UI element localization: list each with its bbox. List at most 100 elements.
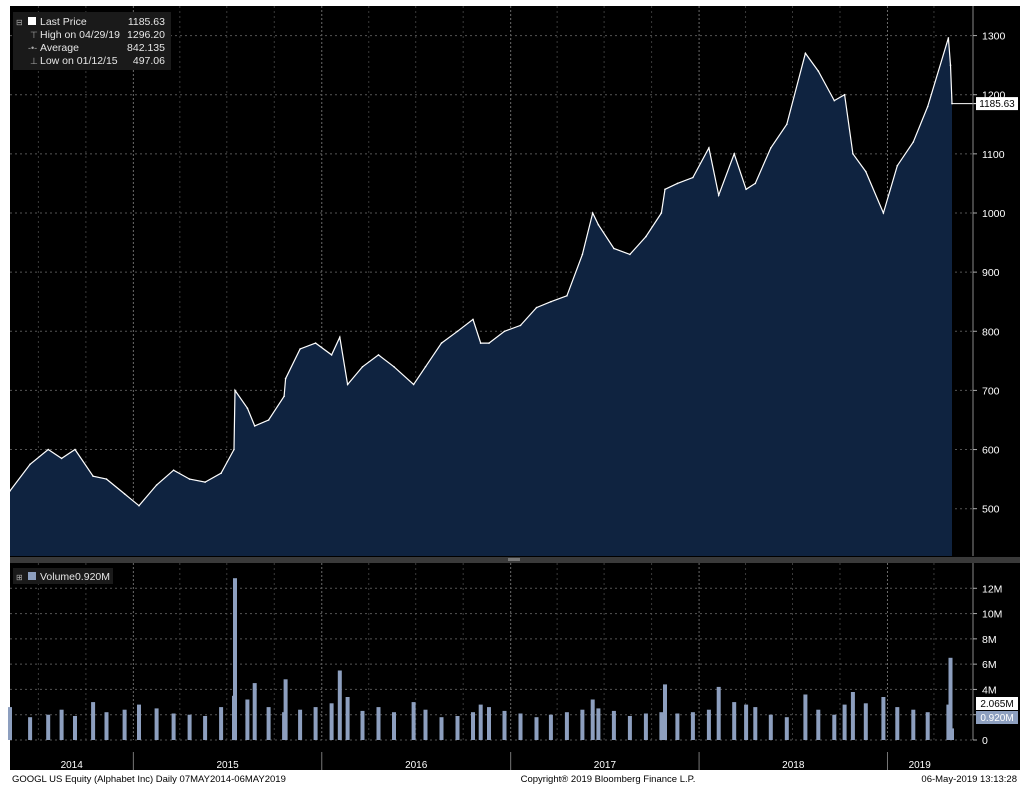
price-point [377, 354, 380, 356]
price-point [645, 235, 647, 238]
legend-average-value: 842.135 [127, 42, 165, 54]
price-point [267, 419, 270, 421]
price-legend[interactable]: ⊟ Last Price 1185.63 ⊤ High on 04/29/19 … [13, 12, 171, 70]
volume-bar [252, 683, 257, 740]
volume-bar [832, 714, 837, 740]
volume-collapse-icon[interactable]: ⊞ [16, 573, 23, 582]
x-axis-background [10, 740, 1020, 770]
high-marker-icon: ⊤ [30, 30, 38, 40]
price-point [488, 342, 490, 344]
price-point [566, 295, 568, 297]
volume-bar [154, 708, 159, 740]
price-point [833, 99, 836, 102]
price-point [629, 253, 631, 256]
volume-bar [122, 709, 127, 740]
price-point [692, 176, 694, 179]
price-point [817, 70, 820, 72]
last-price-swatch [28, 17, 36, 25]
volume-bar [768, 714, 773, 740]
volume-bar [59, 709, 64, 740]
price-tick-label: 700 [982, 385, 1000, 397]
legend-low-value: 497.06 [133, 55, 165, 67]
price-tag-text: 1185.63 [979, 99, 1015, 110]
price-point [581, 253, 584, 256]
volume-bar [423, 709, 428, 740]
price-point [155, 484, 158, 486]
volume-bar [564, 712, 569, 740]
average-marker-icon: -•- [28, 43, 37, 53]
volume-bar [487, 707, 491, 740]
volume-bar [439, 717, 444, 740]
price-point [745, 188, 747, 191]
volume-bar [502, 710, 507, 740]
volume-bar [283, 679, 288, 740]
volume-tick-label: 10M [982, 609, 1002, 621]
volume-bar [716, 686, 721, 740]
price-point [204, 481, 206, 483]
price-point [253, 425, 256, 427]
volume-bar [611, 710, 616, 740]
panel-resize-handle[interactable] [508, 558, 520, 561]
volume-last-tag: 0.920M [976, 711, 1018, 724]
volume-average-tag: 2.065M [976, 697, 1018, 710]
volume-legend[interactable]: ⊞ Volume 0.920M [13, 568, 113, 584]
price-tick-label: 1100 [982, 149, 1005, 161]
price-point [843, 93, 846, 96]
volume-bar [392, 712, 396, 740]
volume-bar [219, 707, 224, 740]
footer-security-info: GOOGL US Equity (Alphabet Inc) Daily 07M… [12, 774, 286, 785]
volume-bar [266, 707, 271, 740]
volume-bar [233, 578, 237, 740]
volume-last-tag-box [976, 711, 1018, 724]
low-marker-icon: ⊥ [30, 56, 38, 66]
price-point [949, 64, 952, 66]
volume-bar [596, 708, 601, 740]
price-point [852, 153, 854, 155]
x-tick-label: 2017 [594, 760, 617, 771]
price-point [550, 300, 552, 303]
price-tick-label: 900 [982, 267, 1000, 279]
x-tick-label: 2016 [405, 760, 428, 771]
volume-bar [46, 714, 51, 740]
legend-high-label: High on 04/29/19 [40, 29, 120, 41]
legend-low-label: Low on 01/12/15 [40, 55, 118, 67]
price-point [660, 212, 663, 214]
price-point [188, 478, 191, 480]
price-tick-label: 1000 [982, 208, 1006, 220]
volume-panel-background [10, 562, 973, 740]
volume-bar [690, 712, 695, 740]
volume-bar [329, 703, 334, 740]
volume-bar [245, 699, 250, 740]
price-point [708, 147, 710, 149]
footer-timestamp: 06-May-2019 13:13:28 [921, 774, 1017, 785]
price-point [105, 478, 108, 480]
x-tick-label: 2015 [216, 760, 239, 771]
legend-average-label: Average [40, 42, 79, 54]
price-point [233, 448, 235, 451]
price-point [882, 212, 885, 214]
price-point [29, 463, 31, 466]
collapse-icon[interactable]: ⊟ [16, 18, 23, 27]
volume-bar [590, 699, 595, 740]
volume-bar [881, 697, 886, 740]
price-point [138, 504, 140, 507]
volume-bar [950, 728, 954, 740]
price-point [717, 194, 720, 196]
price-point [947, 37, 950, 39]
volume-bar [313, 707, 318, 740]
price-point [330, 354, 333, 356]
price-point [804, 52, 807, 55]
price-point [503, 330, 506, 333]
volume-bar [8, 707, 12, 740]
legend-background [13, 12, 171, 70]
price-point [60, 457, 63, 460]
price-point [299, 348, 301, 350]
legend-high-value: 1296.20 [127, 29, 165, 41]
price-tick-label: 1300 [982, 31, 1006, 43]
price-point [535, 306, 538, 309]
volume-bar [675, 713, 680, 740]
volume-bar [895, 707, 900, 740]
volume-bar [471, 712, 475, 740]
volume-bar [643, 713, 648, 740]
